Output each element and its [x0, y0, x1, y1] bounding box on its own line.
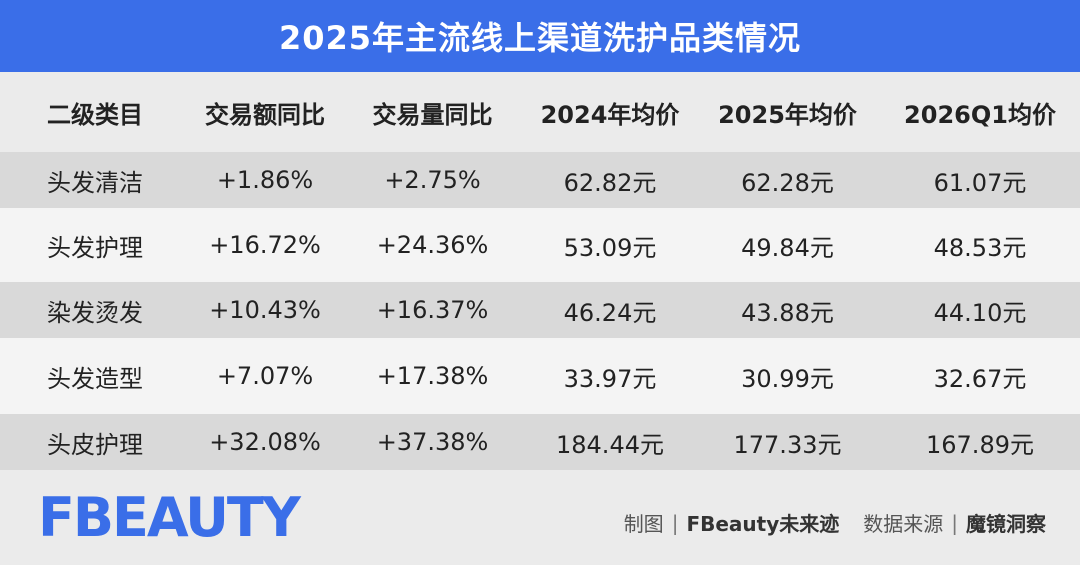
table-cell: 44.10元 [933, 298, 1027, 327]
column-header-price-2026q1: 2026Q1均价 [904, 100, 1056, 129]
table-cell: 46.24元 [563, 298, 657, 327]
table-cell: +37.38% [376, 428, 489, 456]
column-header-price-2025: 2025年均价 [718, 100, 857, 129]
data-table: 二级类目 交易额同比 交易量同比 2024年均价 2025年均价 2026Q1均… [0, 72, 1080, 470]
table-cell: 62.82元 [563, 168, 657, 197]
table-cell: +2.75% [384, 166, 481, 194]
table-row: 头发护理 +16.72% +24.36% 53.09元 49.84元 48.53… [0, 208, 1080, 282]
table-cell: 头发造型 [47, 364, 143, 393]
column-header-volume-yoy: 交易量同比 [372, 100, 493, 129]
table-cell: 头皮护理 [47, 430, 143, 459]
table-cell: 头发护理 [47, 233, 143, 262]
page-title: 2025年主流线上渠道洗护品类情况 [278, 19, 802, 57]
made-by-label: 制图 [623, 512, 664, 536]
table-row: 头发造型 +7.07% +17.38% 33.97元 30.99元 32.67元 [0, 338, 1080, 414]
table-cell: +1.86% [216, 166, 314, 194]
table-cell: 头发清洁 [47, 168, 143, 197]
column-header-sales-yoy: 交易额同比 [205, 100, 325, 129]
table-cell: 染发烫发 [47, 298, 143, 327]
title-bar: 2025年主流线上渠道洗护品类情况 [0, 0, 1080, 72]
table-cell: +32.08% [209, 428, 321, 456]
table-cell: 48.53元 [933, 233, 1027, 262]
made-by-value: FBeauty未来迹 [686, 512, 840, 536]
table-cell: 30.99元 [741, 364, 834, 393]
table-cell: +16.72% [209, 231, 321, 259]
table-cell: +24.36% [376, 231, 489, 259]
column-header-category: 二级类目 [47, 100, 143, 129]
source-label: 数据来源 [863, 512, 944, 536]
logo-text: FBEAUTY [38, 486, 301, 549]
separator: | [951, 510, 958, 535]
table-row: 头皮护理 +32.08% +37.38% 184.44元 177.33元 167… [0, 414, 1080, 470]
table-cell: 49.84元 [741, 233, 834, 262]
table-cell: 184.44元 [556, 430, 664, 459]
table-cell: +16.37% [376, 296, 489, 324]
column-header-price-2024: 2024年均价 [540, 100, 680, 129]
table-cell: +10.43% [209, 296, 321, 324]
table-cell: 61.07元 [933, 168, 1027, 197]
table-cell: +17.38% [376, 362, 489, 390]
source-value: 魔镜洞察 [966, 512, 1046, 536]
credits: 制图 | FBeauty未来迹 数据来源 | 魔镜洞察 [624, 508, 1046, 537]
table-cell: 32.67元 [933, 364, 1027, 393]
table-header-row: 二级类目 交易额同比 交易量同比 2024年均价 2025年均价 2026Q1均… [0, 72, 1080, 152]
table-cell: 53.09元 [563, 233, 657, 262]
table-row: 头发清洁 +1.86% +2.75% 62.82元 62.28元 61.07元 [0, 152, 1080, 208]
table-cell: 167.89元 [926, 430, 1034, 459]
table-row: 染发烫发 +10.43% +16.37% 46.24元 43.88元 44.10… [0, 282, 1080, 338]
table-cell: 33.97元 [563, 364, 657, 393]
table-cell: 62.28元 [741, 168, 834, 197]
table-cell: 177.33元 [733, 430, 842, 459]
footer: FBEAUTY 制图 | FBeauty未来迹 数据来源 | 魔镜洞察 [0, 480, 1080, 565]
table-cell: 43.88元 [741, 298, 834, 327]
fbeauty-logo: FBEAUTY [38, 486, 301, 549]
separator: | [671, 510, 679, 535]
table-cell: +7.07% [216, 362, 314, 390]
